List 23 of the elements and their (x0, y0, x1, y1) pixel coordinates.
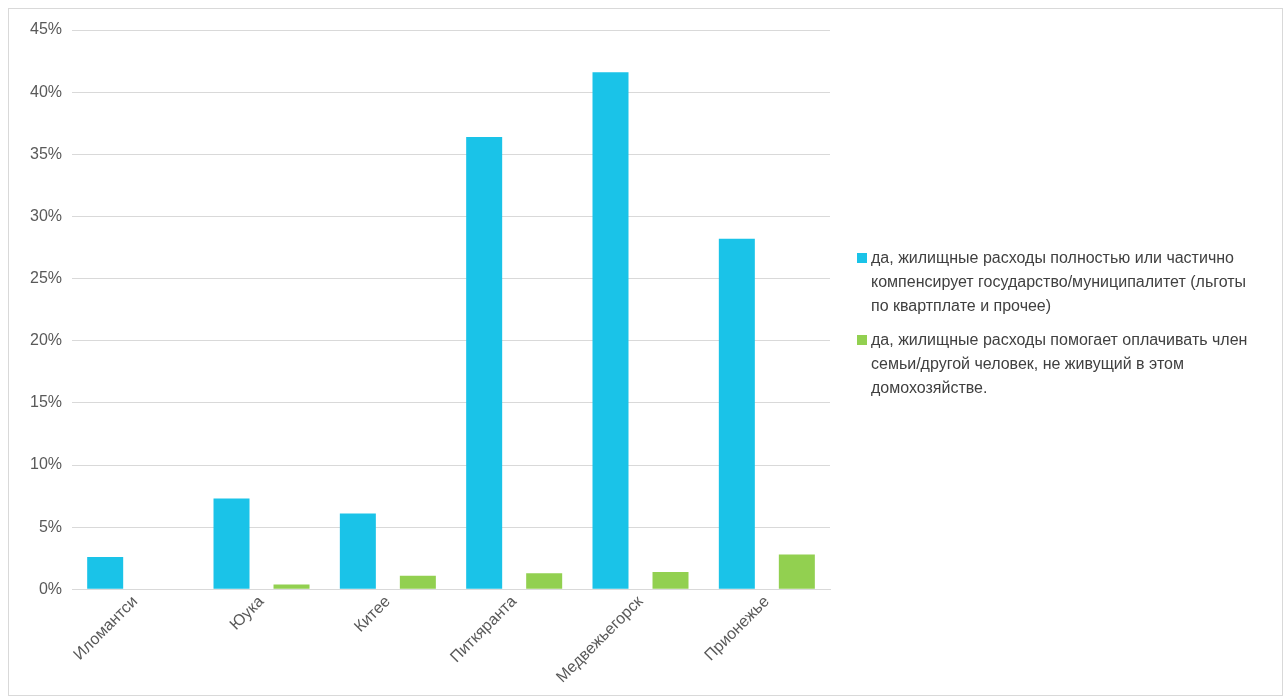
y-tick-label: 10% (29, 455, 63, 473)
legend-label: да, жилищные расходы помогает оплачивать член семьи/другой человек, не живущий в этом домохозяйстве. (871, 330, 1249, 398)
bar (652, 571, 689, 589)
bar (339, 513, 376, 589)
bar (526, 573, 563, 589)
y-tick-label: 25% (29, 269, 63, 287)
y-tick-label: 35% (29, 144, 63, 162)
bar (87, 557, 124, 589)
bar (718, 238, 755, 589)
bar (273, 584, 310, 589)
bar (213, 498, 250, 589)
y-tick-label: 5% (38, 517, 63, 535)
bar (778, 554, 815, 589)
bar (466, 136, 503, 589)
bar (399, 575, 436, 589)
legend-label: да, жилищные расходы полностью или частично компенсирует государство/муниципалитет (льготы по квартплате и прочее) (871, 248, 1248, 316)
y-tick-label: 0% (38, 579, 63, 597)
y-tick-label: 40% (29, 82, 63, 100)
bar (592, 72, 629, 589)
y-tick-label: 30% (29, 206, 63, 224)
y-tick-label: 15% (29, 393, 63, 411)
y-tick-label: 45% (29, 20, 63, 38)
y-tick-label: 20% (29, 331, 63, 349)
